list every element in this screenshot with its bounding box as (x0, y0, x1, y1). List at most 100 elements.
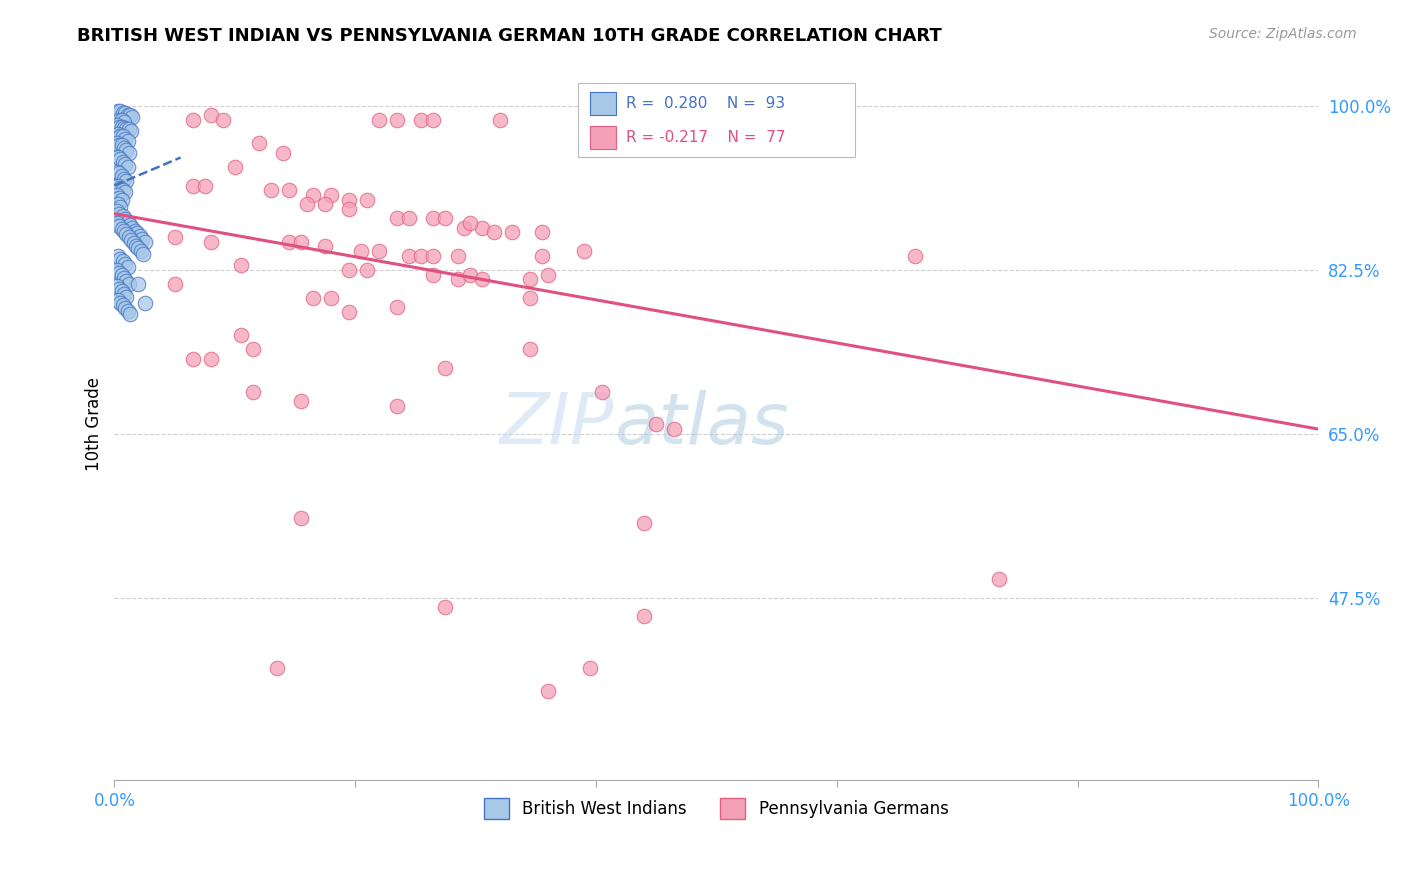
Point (117, 108, 139, 122)
Bar (591, 126, 616, 149)
Point (368, 113, 391, 128)
Point (111, 285, 134, 299)
Point (229, 328, 252, 343)
Point (110, 200, 132, 214)
Point (114, 132, 136, 146)
Point (112, 141, 135, 155)
Point (111, 113, 134, 128)
Point (302, 188, 325, 202)
Point (434, 600, 457, 615)
Point (278, 235, 301, 249)
Point (319, 188, 342, 202)
Bar (578, 83, 855, 158)
Point (290, 394, 312, 409)
Point (181, 351, 204, 366)
Point (446, 249, 468, 263)
Point (633, 609, 655, 624)
Point (110, 181, 132, 195)
Point (124, 223, 146, 237)
Point (422, 113, 444, 128)
Point (664, 422, 686, 436)
Point (115, 227, 138, 242)
Point (110, 153, 132, 167)
Point (181, 113, 204, 128)
Point (163, 277, 186, 291)
Point (111, 193, 134, 207)
Point (537, 684, 560, 698)
Point (482, 226, 505, 240)
Point (411, 249, 433, 263)
Point (107, 249, 129, 263)
Point (132, 247, 155, 261)
Point (471, 272, 494, 286)
Text: R = -0.217    N =  77: R = -0.217 N = 77 (626, 130, 786, 145)
Point (105, 203, 128, 218)
Point (125, 238, 148, 252)
Point (422, 211, 444, 226)
Point (368, 244, 391, 259)
Point (260, 183, 283, 197)
Point (114, 301, 136, 316)
Point (111, 183, 134, 197)
Point (115, 122, 138, 136)
Point (121, 220, 143, 235)
Point (111, 221, 134, 235)
Point (117, 215, 139, 229)
Point (120, 108, 142, 122)
Point (111, 138, 134, 153)
Point (111, 155, 134, 169)
Point (129, 244, 152, 259)
Point (224, 160, 246, 174)
Point (127, 277, 149, 291)
Point (112, 121, 135, 136)
Point (319, 291, 342, 305)
Point (108, 207, 131, 221)
Point (434, 361, 457, 376)
Point (387, 113, 409, 128)
Y-axis label: 10th Grade: 10th Grade (86, 377, 103, 471)
Point (350, 244, 373, 259)
Point (105, 216, 128, 230)
Point (112, 287, 135, 301)
Point (107, 103, 129, 118)
Point (434, 211, 457, 226)
Point (356, 193, 378, 207)
Point (111, 254, 134, 268)
Point (181, 178, 204, 193)
Point (107, 151, 129, 165)
Point (120, 124, 142, 138)
Point (108, 266, 131, 280)
Point (110, 103, 132, 118)
Point (247, 136, 270, 151)
Point (115, 174, 138, 188)
Point (422, 268, 444, 282)
Point (988, 572, 1011, 586)
Point (290, 511, 312, 525)
Point (530, 226, 553, 240)
Point (131, 232, 153, 246)
Point (108, 113, 131, 128)
Point (107, 178, 129, 193)
Point (118, 230, 141, 244)
Point (117, 160, 139, 174)
Point (115, 274, 138, 288)
Point (501, 226, 523, 240)
Point (572, 244, 595, 259)
Point (127, 227, 149, 241)
Point (645, 417, 668, 432)
Point (118, 277, 141, 291)
Legend: British West Indians, Pennsylvania Germans: British West Indians, Pennsylvania Germa… (478, 792, 955, 825)
Point (633, 516, 655, 530)
Point (117, 134, 139, 148)
Point (411, 113, 433, 128)
Point (398, 211, 420, 226)
Point (108, 138, 131, 153)
Point (200, 235, 222, 249)
Point (271, 145, 294, 160)
Point (118, 122, 141, 136)
Point (115, 143, 138, 157)
Text: BRITISH WEST INDIAN VS PENNSYLVANIA GERMAN 10TH GRADE CORRELATION CHART: BRITISH WEST INDIAN VS PENNSYLVANIA GERM… (77, 27, 942, 45)
Point (266, 661, 288, 675)
Point (111, 169, 134, 184)
Point (118, 145, 141, 160)
